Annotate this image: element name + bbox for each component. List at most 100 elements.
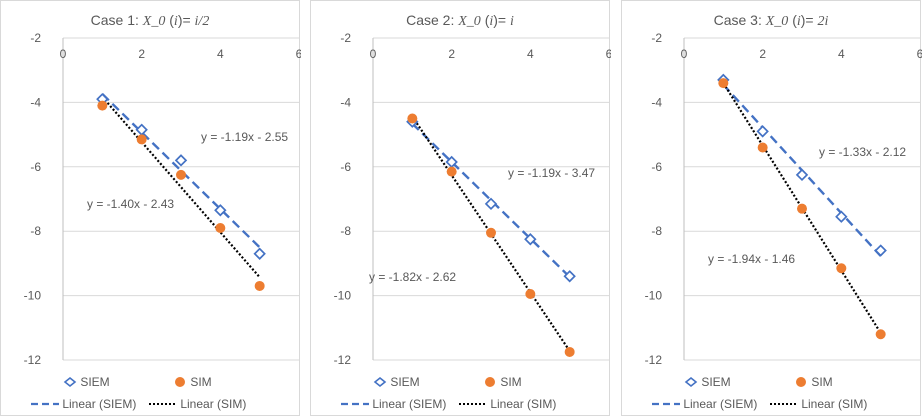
- sim-point: [254, 280, 265, 291]
- y-tick-label: -6: [651, 160, 662, 174]
- dotted-line-icon: [770, 402, 798, 405]
- y-tick-label: -12: [24, 353, 42, 367]
- legend-trendlines-case-1: Linear (SIEM) Linear (SIM): [1, 396, 299, 414]
- y-tick-label: -4: [340, 95, 351, 109]
- equation-label-sim: y = -1.82x - 2.62: [369, 270, 456, 284]
- legend-linear-siem-case-2: Linear (SIEM): [341, 396, 446, 411]
- y-tick-label: -8: [30, 224, 41, 238]
- trendline-sim: [722, 82, 882, 334]
- y-tick-label: -12: [334, 353, 352, 367]
- siem-point: [174, 154, 188, 167]
- siem-point: [253, 247, 266, 260]
- equation-label-sim: y = -1.94x - 1.46: [708, 252, 795, 266]
- y-tick-label: -6: [340, 160, 351, 174]
- x-tick-label: 0: [681, 47, 688, 61]
- legend-linear-sim-case-3: Linear (SIM): [770, 396, 867, 411]
- equation-label-siem: y = -1.33x - 2.12: [819, 145, 906, 159]
- siem-point: [874, 244, 887, 257]
- plot-area-case-1: -2 -4 -6 -8 -10 -12 0 2 4 6 y = -1.19x - 2.55 y = -…: [24, 31, 301, 367]
- sim-point: [486, 227, 496, 238]
- x-tick-label: 4: [527, 47, 534, 61]
- diamond-marker-icon: [684, 376, 698, 387]
- siem-point: [563, 270, 576, 283]
- sim-point: [875, 329, 886, 340]
- legend-sim-case-2: SIM: [483, 374, 522, 389]
- y-tick-label: -10: [24, 289, 42, 303]
- circle-marker-icon: [485, 376, 495, 387]
- diamond-marker-icon: [63, 376, 77, 387]
- chart-title-case-1: Case 1: X_0 (i)= i/2: [90, 12, 210, 29]
- circle-marker-icon: [796, 376, 806, 387]
- siem-point: [756, 125, 769, 138]
- y-tick-label: -4: [30, 95, 41, 109]
- legend-sim-case-3: SIM: [794, 374, 833, 389]
- legend-siem-case-1: SIEM: [63, 374, 110, 389]
- legend-markers-case-2: SIEM SIM: [311, 374, 609, 392]
- diamond-marker-icon: [373, 376, 387, 387]
- legend-linear-siem-case-3: Linear (SIEM): [652, 396, 757, 411]
- legend-trendlines-case-3: Linear (SIEM) Linear (SIM): [622, 396, 920, 414]
- x-tick-label: 0: [60, 47, 67, 61]
- x-tick-label: 6: [296, 47, 301, 61]
- sim-point: [407, 113, 418, 124]
- sim-point: [564, 346, 575, 357]
- dashed-line-icon: [341, 402, 369, 405]
- y-tick-label: -8: [651, 224, 662, 238]
- x-tick-label: 4: [217, 47, 224, 61]
- legend-trendlines-case-2: Linear (SIEM) Linear (SIM): [311, 396, 609, 414]
- sim-point: [97, 100, 108, 111]
- siem-point: [524, 233, 537, 246]
- siem-point: [135, 123, 148, 136]
- chart-panel-case-3: -2 -4 -6 -8 -10 -12 0 2 4 6 y = -1.33x - 2.12 y = -…: [621, 0, 922, 416]
- y-tick-label: -6: [30, 160, 41, 174]
- y-tick-label: -2: [651, 31, 662, 45]
- circle-marker-icon: [175, 376, 185, 387]
- dashed-line-icon: [652, 402, 680, 405]
- equation-label-siem: y = -1.19x - 3.47: [508, 166, 595, 180]
- x-tick-label: 6: [917, 47, 922, 61]
- chart-panel-case-2: -2 -4 -6 -8 -10 -12 0 2 4 6 y = -1.19x - 3.47 y = -…: [310, 0, 611, 416]
- siem-point: [484, 197, 498, 211]
- y-tick-label: -2: [30, 31, 41, 45]
- chart-panel-case-1: -2 -4 -6 -8 -10 -12 0 2 4 6 y = -1.19x - 2.55 y = -…: [0, 0, 301, 416]
- legend-markers-case-1: SIEM SIM: [1, 374, 299, 392]
- siem-point: [835, 210, 848, 223]
- sim-point: [797, 203, 807, 214]
- dotted-line-icon: [149, 402, 177, 405]
- equation-label-sim: y = -1.40x - 2.43: [87, 197, 174, 211]
- x-tick-label: 2: [138, 47, 145, 61]
- sim-point: [136, 134, 147, 145]
- y-tick-label: -2: [340, 31, 351, 45]
- x-tick-label: 4: [838, 47, 845, 61]
- legend-siem-case-2: SIEM: [373, 374, 420, 389]
- legend-siem-case-3: SIEM: [684, 374, 731, 389]
- x-tick-label: 0: [370, 47, 377, 61]
- trendline-sim: [101, 96, 261, 278]
- sim-point: [718, 78, 729, 89]
- chart-title-case-2: Case 2: X_0 (i)= i: [406, 12, 514, 29]
- sim-point: [176, 169, 186, 180]
- legend-sim-case-1: SIM: [173, 374, 212, 389]
- sim-point: [836, 263, 847, 274]
- legend-linear-siem-case-1: Linear (SIEM): [31, 396, 136, 411]
- dotted-line-icon: [459, 402, 487, 405]
- dashed-line-icon: [31, 402, 59, 405]
- y-tick-label: -12: [645, 353, 663, 367]
- legend-markers-case-3: SIEM SIM: [622, 374, 920, 392]
- x-tick-label: 6: [606, 47, 611, 61]
- sim-point: [757, 142, 768, 153]
- legend-linear-sim-case-2: Linear (SIM): [459, 396, 556, 411]
- trendline-siem: [101, 93, 261, 249]
- y-tick-label: -10: [645, 289, 663, 303]
- siem-point: [214, 204, 227, 217]
- sim-point: [446, 166, 457, 177]
- equation-label-siem: y = -1.19x - 2.55: [201, 130, 288, 144]
- plot-area-case-2: -2 -4 -6 -8 -10 -12 0 2 4 6 y = -1.19x - 3.47 y = -…: [334, 31, 611, 367]
- sim-point: [525, 288, 536, 299]
- x-tick-label: 2: [448, 47, 455, 61]
- y-tick-label: -4: [651, 95, 662, 109]
- siem-point: [795, 168, 809, 182]
- legend-linear-sim-case-1: Linear (SIM): [149, 396, 246, 411]
- y-tick-label: -10: [334, 289, 352, 303]
- x-tick-label: 2: [759, 47, 766, 61]
